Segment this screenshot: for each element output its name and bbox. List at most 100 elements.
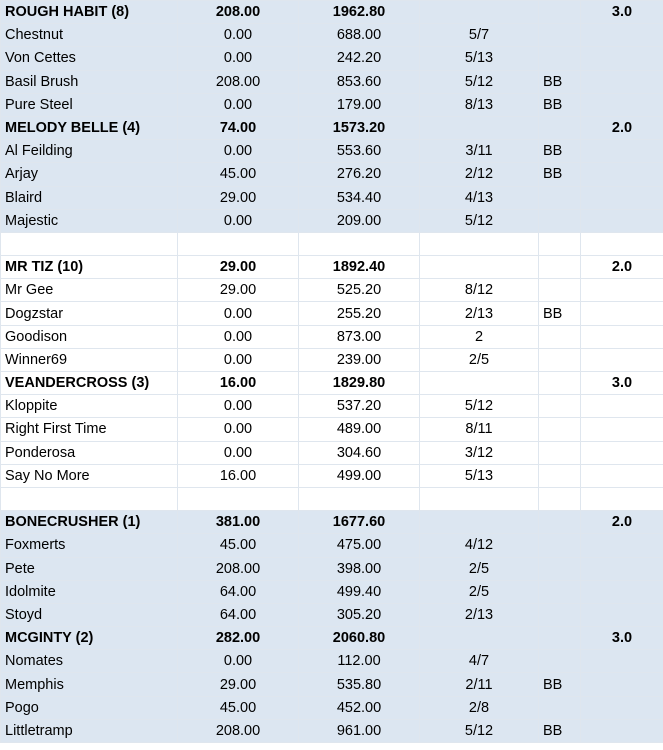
- score-cell: 3.0: [580, 0, 663, 25]
- total-cell: 961.00: [298, 718, 420, 744]
- position-cell: 5/12: [419, 208, 539, 233]
- position-cell: 2/12: [419, 162, 539, 187]
- total-cell: 853.60: [298, 69, 420, 94]
- points-cell: 0.00: [177, 208, 299, 233]
- name-cell: Dogzstar: [0, 301, 178, 326]
- name-cell: MCGINTY (2): [0, 626, 178, 651]
- score-cell: [580, 579, 663, 604]
- score-cell: 3.0: [580, 626, 663, 651]
- total-cell: [298, 231, 420, 257]
- name-cell: [0, 486, 178, 512]
- runner-row: Say No More 16.00 499.00 5/13: [0, 463, 663, 488]
- total-cell: 553.60: [298, 139, 420, 164]
- flag-cell: [538, 440, 581, 465]
- points-cell: 208.00: [177, 69, 299, 94]
- runner-row: Foxmerts 45.00 475.00 4/12: [0, 533, 663, 558]
- position-cell: 8/13: [419, 92, 539, 117]
- score-cell: [580, 301, 663, 326]
- runner-row: Al Feilding 0.00 553.60 3/11 BB: [0, 139, 663, 164]
- flag-cell: [538, 602, 581, 628]
- flag-cell: [538, 370, 581, 396]
- score-cell: [580, 602, 663, 628]
- position-cell: 5/12: [419, 69, 539, 94]
- name-cell: Littletramp: [0, 718, 178, 744]
- total-cell: 535.80: [298, 672, 420, 697]
- position-cell: 3/11: [419, 139, 539, 164]
- name-cell: VEANDERCROSS (3): [0, 370, 178, 396]
- total-cell: 209.00: [298, 208, 420, 233]
- score-cell: [580, 162, 663, 187]
- position-cell: [419, 370, 539, 396]
- points-cell: 0.00: [177, 394, 299, 419]
- total-cell: 688.00: [298, 23, 420, 48]
- total-cell: 239.00: [298, 347, 420, 373]
- runner-row: Pete 208.00 398.00 2/5: [0, 556, 663, 581]
- runner-row: Mr Gee 29.00 525.20 8/12: [0, 278, 663, 303]
- position-cell: 2/8: [419, 695, 539, 720]
- score-cell: [580, 463, 663, 488]
- total-cell: 1573.20: [298, 115, 420, 141]
- flag-cell: [538, 695, 581, 720]
- flag-cell: [538, 115, 581, 141]
- points-cell: 381.00: [177, 510, 299, 535]
- total-cell: 1677.60: [298, 510, 420, 535]
- total-cell: 242.20: [298, 46, 420, 71]
- points-cell: 45.00: [177, 162, 299, 187]
- position-cell: [419, 115, 539, 141]
- total-cell: 534.40: [298, 185, 420, 210]
- score-cell: [580, 533, 663, 558]
- score-cell: [580, 417, 663, 442]
- flag-cell: [538, 278, 581, 303]
- total-cell: 305.20: [298, 602, 420, 628]
- position-cell: 8/11: [419, 417, 539, 442]
- total-cell: 537.20: [298, 394, 420, 419]
- total-cell: 873.00: [298, 324, 420, 349]
- position-cell: [419, 231, 539, 257]
- points-cell: 208.00: [177, 556, 299, 581]
- points-cell: 16.00: [177, 370, 299, 396]
- name-cell: Kloppite: [0, 394, 178, 419]
- flag-cell: BB: [538, 139, 581, 164]
- position-cell: 5/12: [419, 718, 539, 744]
- position-cell: 5/13: [419, 463, 539, 488]
- flag-cell: [538, 556, 581, 581]
- position-cell: 5/13: [419, 46, 539, 71]
- score-cell: 2.0: [580, 510, 663, 535]
- flag-cell: BB: [538, 69, 581, 94]
- points-cell: 282.00: [177, 626, 299, 651]
- position-cell: 5/12: [419, 394, 539, 419]
- team-row: MR TIZ (10) 29.00 1892.40 2.0: [0, 255, 663, 280]
- total-cell: 1829.80: [298, 370, 420, 396]
- score-cell: [580, 695, 663, 720]
- position-cell: 4/13: [419, 185, 539, 210]
- runner-row: Winner69 0.00 239.00 2/5: [0, 347, 663, 373]
- total-cell: 1892.40: [298, 255, 420, 280]
- points-cell: 45.00: [177, 695, 299, 720]
- position-cell: 2/13: [419, 602, 539, 628]
- points-cell: 0.00: [177, 301, 299, 326]
- flag-cell: [538, 208, 581, 233]
- name-cell: Pure Steel: [0, 92, 178, 117]
- score-cell: [580, 649, 663, 674]
- flag-cell: [538, 649, 581, 674]
- name-cell: Basil Brush: [0, 69, 178, 94]
- runner-row: Arjay 45.00 276.20 2/12 BB: [0, 162, 663, 187]
- runner-row: Right First Time 0.00 489.00 8/11: [0, 417, 663, 442]
- total-cell: 525.20: [298, 278, 420, 303]
- flag-cell: [538, 0, 581, 25]
- points-cell: [177, 231, 299, 257]
- team-row: MCGINTY (2) 282.00 2060.80 3.0: [0, 626, 663, 651]
- position-cell: 4/7: [419, 649, 539, 674]
- points-cell: 0.00: [177, 324, 299, 349]
- flag-cell: [538, 463, 581, 488]
- runner-row: Nomates 0.00 112.00 4/7: [0, 649, 663, 674]
- points-cell: 0.00: [177, 440, 299, 465]
- flag-cell: [538, 46, 581, 71]
- points-cell: 64.00: [177, 579, 299, 604]
- flag-cell: [538, 626, 581, 651]
- score-cell: 2.0: [580, 255, 663, 280]
- position-cell: [419, 0, 539, 25]
- score-cell: [580, 556, 663, 581]
- points-cell: 16.00: [177, 463, 299, 488]
